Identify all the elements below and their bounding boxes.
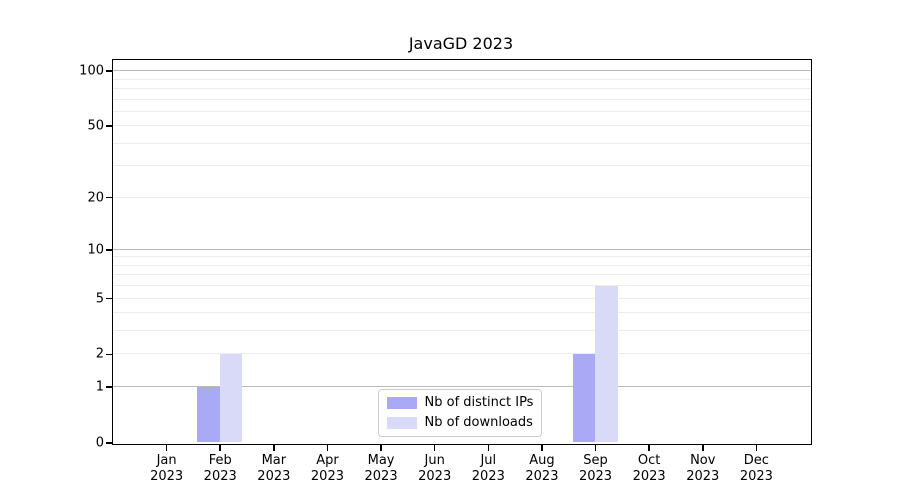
gridline-major (112, 248, 811, 250)
y-tick-label: 20 (87, 190, 104, 206)
gridline-minor (112, 264, 811, 266)
legend-swatch-downloads (386, 416, 417, 429)
legend: Nb of distinct IPs Nb of downloads (377, 388, 543, 437)
legend-item-downloads: Nb of downloads (386, 414, 534, 431)
chart-title: JavaGD 2023 (408, 34, 514, 53)
gridline-minor (112, 125, 811, 127)
gridline-minor (112, 312, 811, 314)
gridline-major (112, 70, 811, 72)
x-tick-label: Jun 2023 (418, 453, 452, 484)
x-tick (380, 444, 382, 451)
x-tick-label: Mar 2023 (257, 453, 291, 484)
x-tick-label: Oct 2023 (632, 453, 666, 484)
x-tick (433, 444, 436, 451)
gridline-minor (112, 196, 811, 198)
bar-feb-series0 (197, 386, 220, 443)
gridline-minor (112, 98, 811, 100)
x-tick (273, 444, 275, 451)
gridline-major (112, 386, 811, 388)
y-tick-label: 5 (95, 291, 104, 307)
legend-label-distinct-ips: Nb of distinct IPs (424, 394, 534, 410)
x-tick-label: Apr 2023 (310, 453, 344, 484)
bar-sep-series0 (572, 353, 596, 443)
gridline-minor (112, 285, 811, 287)
gridline-minor (112, 87, 811, 89)
y-tick-label: 100 (79, 63, 104, 79)
x-tick-label: Dec 2023 (739, 453, 773, 484)
legend-label-downloads: Nb of downloads (424, 414, 533, 430)
y-tick-label: 10 (87, 242, 104, 258)
legend-swatch-distinct-ips (386, 396, 417, 409)
x-tick-label: May 2023 (364, 453, 398, 484)
y-tick-label: 0 (95, 435, 104, 451)
x-tick (702, 444, 704, 451)
plot-area: Nb of distinct IPs Nb of downloads (111, 58, 812, 445)
x-tick-label: Feb 2023 (203, 453, 237, 484)
gridline-minor (112, 297, 811, 299)
y-tick-label: 2 (95, 346, 104, 362)
x-tick (648, 444, 650, 451)
x-tick-label: Jul 2023 (471, 453, 505, 484)
x-tick-label: Jan 2023 (150, 453, 184, 484)
gridline-minor (112, 330, 811, 332)
x-tick (326, 444, 329, 451)
x-tick (165, 444, 168, 451)
gridline-minor (112, 353, 811, 355)
gridline-minor (112, 142, 811, 144)
gridline-minor (112, 78, 811, 80)
x-tick-label: Nov 2023 (686, 453, 720, 484)
x-tick-label: Sep 2023 (578, 453, 613, 484)
x-tick (219, 444, 221, 451)
x-tick (755, 444, 758, 451)
bar-sep-series1 (595, 285, 618, 443)
gridline-minor (112, 165, 811, 167)
x-tick-label: Aug 2023 (525, 453, 559, 484)
y-tick-label: 1 (95, 379, 104, 395)
x-tick (487, 444, 490, 451)
gridline-minor (112, 274, 811, 276)
gridline-minor (112, 110, 811, 112)
gridline-minor (112, 256, 811, 258)
x-tick (594, 444, 597, 451)
bar-feb-series1 (219, 353, 243, 443)
x-tick (541, 444, 543, 451)
y-tick-label: 50 (87, 118, 104, 134)
legend-item-distinct-ips: Nb of distinct IPs (386, 394, 534, 411)
